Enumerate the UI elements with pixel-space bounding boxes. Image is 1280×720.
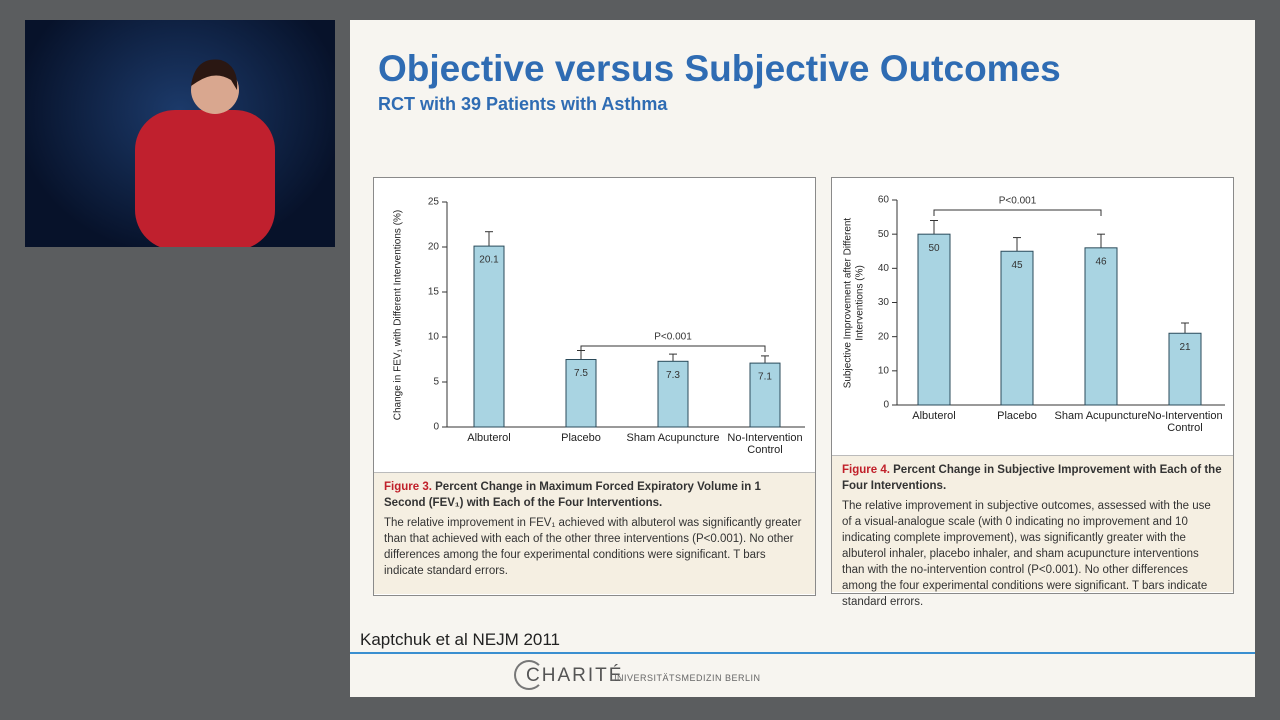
x-tick-label: Sham Acupuncture bbox=[1054, 410, 1148, 422]
logo-mark bbox=[514, 660, 544, 690]
caption: Figure 3. Percent Change in Maximum Forc… bbox=[374, 472, 815, 594]
x-tick-label: No-Intervention Control bbox=[1147, 410, 1223, 434]
bar bbox=[657, 360, 689, 428]
logo: CHARITÉ bbox=[526, 665, 624, 686]
annotation: P<0.001 bbox=[999, 196, 1037, 207]
y-tick-label: 10 bbox=[428, 332, 440, 343]
value-label: 45 bbox=[1011, 260, 1023, 271]
x-tick-label: Placebo bbox=[997, 410, 1037, 422]
annotation: P<0.001 bbox=[654, 332, 692, 343]
citation: Kaptchuk et al NEJM 2011 bbox=[360, 630, 561, 649]
y-tick-label: 20 bbox=[878, 331, 890, 342]
caption-label: Figure 4. bbox=[842, 464, 890, 476]
caption-heading: Figure 3. Percent Change in Maximum Forc… bbox=[384, 479, 805, 511]
y-tick-label: 30 bbox=[878, 297, 890, 308]
significance-bracket bbox=[580, 345, 766, 352]
bar bbox=[749, 362, 781, 428]
logo-subtitle: UNIVERSITÄTSMEDIZIN BERLIN bbox=[610, 673, 761, 683]
value-label: 46 bbox=[1095, 256, 1107, 267]
y-tick-label: 25 bbox=[428, 197, 440, 208]
footer-rule bbox=[350, 652, 1255, 654]
value-label: 50 bbox=[928, 243, 940, 254]
bar bbox=[1168, 332, 1202, 406]
bar bbox=[1084, 247, 1118, 406]
value-label: 21 bbox=[1179, 342, 1191, 353]
value-label: 7.3 bbox=[666, 370, 680, 381]
bar bbox=[1000, 250, 1034, 406]
significance-bracket bbox=[933, 209, 1102, 216]
caption-text: The relative improvement in subjective o… bbox=[842, 500, 1211, 608]
caption: Figure 4. Percent Change in Subjective I… bbox=[832, 455, 1233, 608]
value-label: 20.1 bbox=[479, 255, 499, 266]
x-tick-label: Albuterol bbox=[467, 432, 511, 444]
y-axis-label: Change in FEV₁ with Different Interventi… bbox=[392, 209, 403, 420]
value-label: 7.1 bbox=[758, 372, 772, 383]
y-tick-label: 50 bbox=[878, 229, 890, 240]
bar bbox=[565, 359, 597, 428]
speaker-video bbox=[25, 20, 335, 247]
bar bbox=[917, 233, 951, 406]
y-tick-label: 40 bbox=[878, 263, 890, 274]
caption-text: The relative improvement in FEV₁ achieve… bbox=[384, 517, 802, 577]
slide-title: Objective versus Subjective Outcomes bbox=[378, 48, 1061, 89]
y-tick-label: 15 bbox=[428, 287, 440, 298]
speaker-figure bbox=[135, 59, 275, 247]
y-axis-label: Subjective Improvement after Different I… bbox=[842, 217, 865, 388]
x-tick-label: Sham Acupuncture bbox=[626, 432, 720, 444]
value-label: 7.5 bbox=[574, 368, 588, 379]
caption-title: Percent Change in Maximum Forced Expirat… bbox=[384, 481, 761, 509]
caption-title: Percent Change in Subjective Improvement… bbox=[842, 464, 1222, 492]
y-tick-label: 5 bbox=[433, 377, 439, 388]
y-tick-label: 20 bbox=[428, 242, 440, 253]
x-tick-label: No-Intervention Control bbox=[727, 432, 803, 456]
slide-subtitle: RCT with 39 Patients with Asthma bbox=[378, 94, 668, 114]
x-tick-label: Placebo bbox=[561, 432, 601, 444]
y-tick-label: 10 bbox=[878, 365, 890, 376]
y-tick-label: 60 bbox=[878, 195, 890, 206]
caption-label: Figure 3. bbox=[384, 481, 432, 493]
bar bbox=[473, 245, 505, 428]
caption-heading: Figure 4. Percent Change in Subjective I… bbox=[842, 462, 1223, 494]
y-tick-label: 0 bbox=[433, 422, 439, 433]
x-tick-label: Albuterol bbox=[912, 410, 956, 422]
y-tick-label: 0 bbox=[883, 400, 889, 411]
